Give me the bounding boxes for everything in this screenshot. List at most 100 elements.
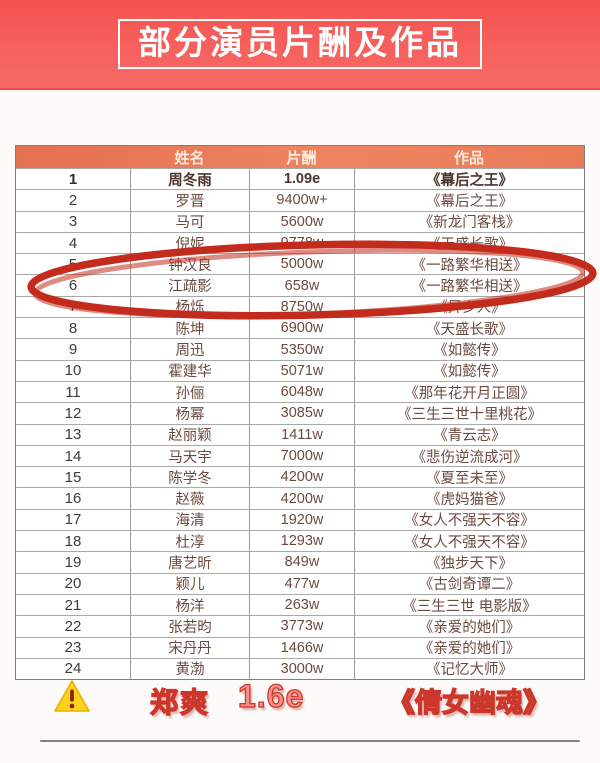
table-row: 19 唐艺昕 849w 《独步天下》	[16, 551, 584, 573]
cell-rank: 10	[64, 362, 82, 380]
cell-work: 《新龙门客栈》	[354, 211, 584, 232]
cell-rank: 5	[68, 255, 78, 273]
cell-pay: 477w	[249, 573, 354, 594]
cell-name: 杨洋	[130, 594, 249, 616]
table-row: 18 杜淳 1293w 《女人不强天不容》	[16, 530, 584, 552]
cell-pay: 1411w	[249, 424, 354, 445]
table-row: 3 马可 5600w 《新龙门客栈》	[16, 210, 584, 232]
cell-pay: 5000w	[249, 254, 354, 275]
cell-name: 陈坤	[130, 318, 249, 339]
table-row: 10 霍建华 5071w 《如懿传》	[16, 359, 584, 381]
cell-name: 陈学冬	[130, 467, 249, 488]
footer-pay: 1.6e	[237, 677, 305, 714]
table-row: 24 黄渤 3000w 《记忆大师》	[16, 657, 584, 680]
cell-rank: 8	[68, 319, 78, 337]
cell-work: 《如懿传》	[354, 360, 584, 381]
cell-work: 《一路繁华相送》	[354, 275, 584, 296]
column-header-pay: 片酬	[286, 149, 317, 167]
cell-pay: 5350w	[249, 339, 354, 360]
cell-pay: 4200w	[249, 467, 354, 488]
cell-name: 孙俪	[130, 381, 249, 403]
cell-rank: 4	[68, 234, 78, 252]
cell-name: 张若昀	[130, 616, 249, 637]
cell-rank: 22	[64, 617, 82, 635]
cell-pay: 5071w	[249, 360, 354, 381]
cell-rank: 19	[64, 553, 82, 571]
footer-work: 《倩女幽魂》	[387, 687, 550, 718]
cell-pay: 7000w	[249, 445, 354, 467]
cell-rank: 3	[68, 213, 78, 231]
cell-rank: 7	[68, 298, 78, 316]
cell-rank: 24	[64, 660, 82, 678]
cell-rank: 9	[68, 341, 78, 359]
cell-work: 《记忆大师》	[354, 658, 584, 680]
cell-name: 宋丹丹	[130, 637, 249, 658]
cell-name: 倪妮	[130, 232, 249, 254]
cell-rank: 12	[64, 404, 82, 422]
cell-name: 霍建华	[130, 360, 249, 381]
footer-annotation: 郑爽 1.6e 《倩女幽魂》	[0, 674, 600, 720]
cell-name: 马可	[130, 211, 249, 232]
table-row: 1 周冬雨 1.09e 《幕后之王》	[16, 168, 584, 190]
cell-rank: 15	[64, 468, 82, 486]
cell-name: 杜淳	[130, 531, 249, 552]
cell-name: 江疏影	[130, 275, 249, 296]
table-row: 5 钟汉良 5000w 《一路繁华相送》	[16, 253, 584, 275]
column-header-work: 作品	[453, 149, 484, 167]
cell-work: 《独步天下》	[354, 552, 584, 573]
cell-work: 《三生三世 电影版》	[354, 594, 584, 616]
title-banner: 部分演员片酬及作品	[0, 0, 600, 90]
cell-work: 《如懿传》	[354, 339, 584, 360]
title-box: 部分演员片酬及作品	[118, 18, 482, 70]
cell-name: 杨烁	[130, 296, 249, 318]
cell-pay: 4200w	[249, 488, 354, 509]
cell-name: 杨幂	[130, 403, 249, 424]
cell-rank: 11	[65, 383, 81, 401]
cell-pay: 3085w	[249, 403, 354, 424]
cell-work: 《那年花开月正圆》	[354, 381, 584, 403]
cell-name: 唐艺昕	[130, 552, 249, 573]
cell-pay: 263w	[249, 594, 354, 616]
cell-name: 周迅	[130, 339, 249, 360]
cell-work: 《悲伤逆流成河》	[354, 445, 584, 467]
cell-work: 《女人不强天不容》	[354, 531, 584, 552]
cell-name: 颖儿	[130, 573, 249, 594]
table-row: 13 赵丽颖 1411w 《青云志》	[16, 423, 584, 445]
cell-pay: 658w	[249, 275, 354, 296]
cell-pay: 3000w	[249, 658, 354, 680]
footer-actor-name: 郑爽	[149, 686, 211, 718]
cell-pay: 1920w	[249, 509, 354, 531]
table-row: 6 江疏影 658w 《一路繁华相送》	[16, 274, 584, 296]
cell-rank: 23	[64, 639, 82, 657]
table-row: 21 杨洋 263w 《三生三世 电影版》	[16, 593, 584, 616]
cell-pay: 1293w	[249, 531, 354, 552]
cell-work: 《异乡人》	[354, 296, 584, 318]
column-header-name: 姓名	[174, 149, 205, 167]
table-row: 15 陈学冬 4200w 《夏至未至》	[16, 466, 584, 488]
page-title: 部分演员片酬及作品	[138, 23, 462, 61]
cell-rank: 16	[64, 490, 82, 508]
cell-pay: 3773w	[249, 616, 354, 637]
cell-rank: 2	[68, 191, 78, 209]
cell-work: 《亲爱的她们》	[354, 616, 584, 637]
cell-pay: 9400w+	[249, 190, 354, 211]
cell-name: 罗晋	[130, 190, 249, 211]
cell-rank: 14	[64, 447, 82, 465]
cell-work: 《亲爱的她们》	[354, 637, 584, 658]
cell-rank: 13	[64, 426, 82, 444]
table-row: 9 周迅 5350w 《如懿传》	[16, 338, 584, 360]
cell-work: 《三生三世十里桃花》	[354, 403, 584, 424]
cell-pay: 6900w	[249, 318, 354, 339]
table-row: 2 罗晋 9400w+ 《幕后之王》	[16, 189, 584, 211]
cell-rank: 18	[64, 532, 82, 550]
table-row: 23 宋丹丹 1466w 《亲爱的她们》	[16, 636, 584, 658]
cell-pay: 1.09e	[249, 169, 354, 190]
cell-rank: 1	[68, 170, 78, 188]
cell-work: 《夏至未至》	[354, 467, 584, 488]
table-row: 7 杨烁 8750w 《异乡人》	[16, 295, 584, 318]
cell-pay: 1466w	[249, 637, 354, 658]
table-row: 8 陈坤 6900w 《天盛长歌》	[16, 317, 584, 339]
table-row: 17 海清 1920w 《女人不强天不容》	[16, 508, 584, 531]
cell-name: 马天宇	[130, 445, 249, 467]
salary-table: 姓名 片酬 作品 1 周冬雨 1.09e 《幕后之王》 2 罗晋 9400w+ 《幕后之王》 3…	[15, 145, 585, 681]
